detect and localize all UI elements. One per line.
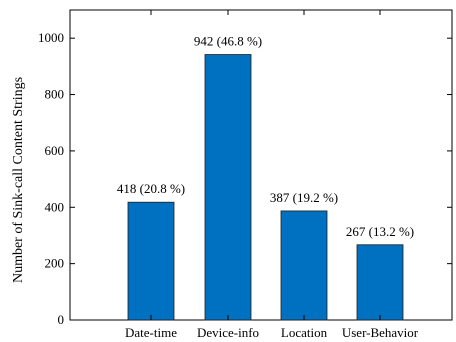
y-tick-label: 600 — [45, 143, 65, 158]
y-axis-title: Number of Sink-call Content Strings — [11, 77, 26, 283]
x-tick-label: Date-time — [125, 325, 177, 340]
bar-location — [280, 210, 328, 321]
x-axis-ticks: Date-time Device-info Location User-Behavio… — [125, 10, 419, 340]
y-tick-label: 800 — [45, 87, 65, 102]
x-tick-label: Location — [281, 325, 328, 340]
data-label: 942 (46.8 %) — [194, 34, 262, 49]
bar-date-time — [127, 201, 175, 321]
axes-frame — [69, 9, 453, 321]
y-axis-ticks: 0 200 400 600 800 1000 — [38, 30, 452, 327]
data-label: 418 (20.8 %) — [117, 181, 185, 196]
y-tick-label: 400 — [45, 199, 65, 214]
y-tick-label: 0 — [58, 312, 65, 327]
plot-frame — [69, 9, 453, 321]
y-tick-label: 200 — [45, 256, 65, 271]
data-label: 387 (19.2 %) — [270, 190, 338, 205]
x-tick-label: User-Behavior — [342, 325, 419, 340]
data-labels-group: 418 (20.8 %) 942 (46.8 %) 387 (19.2 %) 267 … — [117, 34, 414, 239]
x-tick-label: Device-info — [197, 325, 259, 340]
bar-device-info — [204, 54, 252, 321]
bars-group — [127, 54, 404, 321]
data-label: 267 (13.2 %) — [346, 224, 414, 239]
bar-user-behavior — [356, 244, 404, 321]
y-tick-label: 1000 — [38, 30, 64, 45]
